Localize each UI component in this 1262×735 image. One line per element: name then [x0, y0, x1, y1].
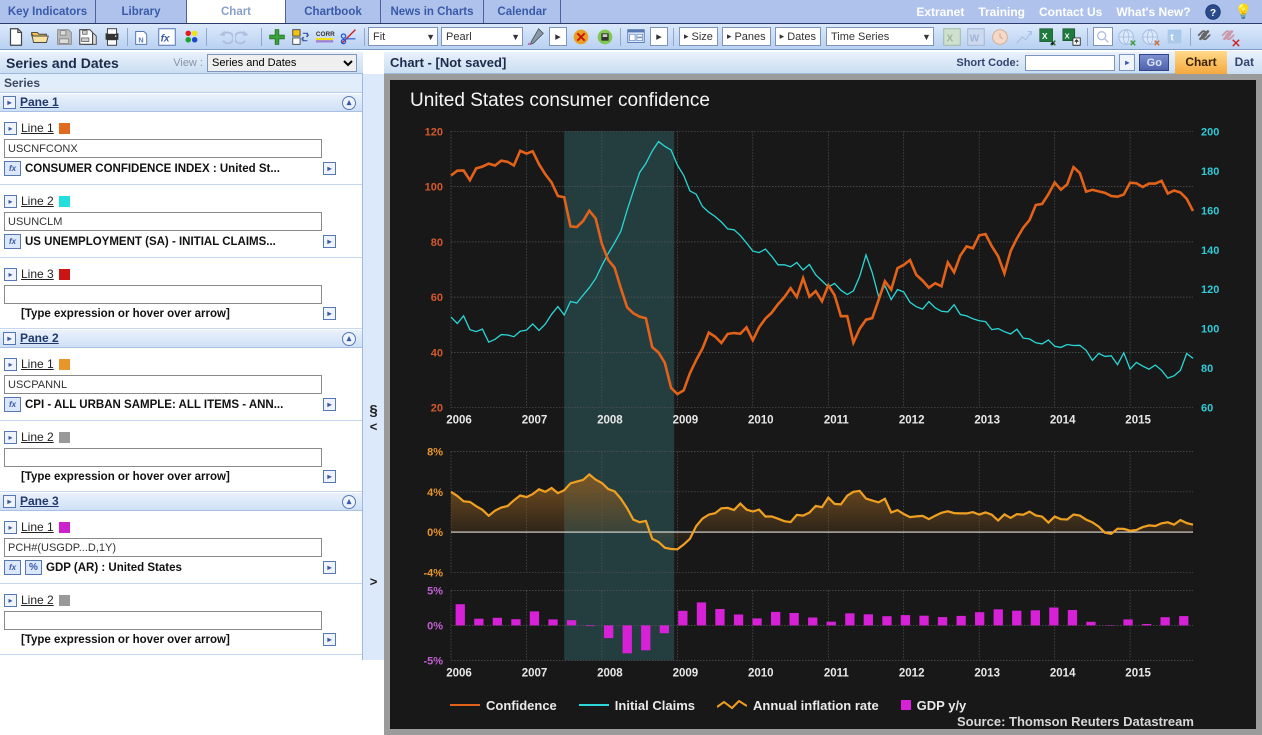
svg-text:2008: 2008	[597, 415, 623, 427]
svg-text:20: 20	[431, 403, 443, 415]
svg-text:2015: 2015	[1125, 415, 1151, 427]
svg-text:2009: 2009	[673, 667, 699, 679]
svg-text:2010: 2010	[748, 415, 774, 427]
svg-text:2015: 2015	[1125, 667, 1151, 679]
svg-text:2012: 2012	[899, 667, 925, 679]
svg-text:100: 100	[1201, 324, 1219, 336]
svg-text:0%: 0%	[427, 620, 443, 632]
svg-text:X: X	[1042, 31, 1048, 40]
svg-text:X: X	[1065, 31, 1070, 40]
svg-text:80: 80	[431, 237, 443, 249]
svg-text:-4%: -4%	[423, 567, 443, 579]
svg-text:2011: 2011	[824, 415, 850, 427]
svg-text:2007: 2007	[522, 667, 548, 679]
svg-text:60: 60	[431, 292, 443, 304]
svg-text:2011: 2011	[824, 667, 850, 679]
svg-text:2013: 2013	[974, 415, 1000, 427]
svg-text:2013: 2013	[974, 667, 1000, 679]
svg-text:-5%: -5%	[423, 655, 443, 667]
svg-text:W: W	[970, 33, 980, 44]
svg-text:2007: 2007	[522, 415, 548, 427]
svg-text:40: 40	[431, 347, 443, 359]
svg-text:180: 180	[1201, 166, 1219, 178]
svg-text:0%: 0%	[427, 527, 443, 539]
svg-text:CORR: CORR	[316, 31, 335, 38]
svg-text:N: N	[138, 35, 143, 44]
svg-text:X: X	[946, 33, 953, 44]
svg-text:160: 160	[1201, 205, 1219, 217]
svg-text:2009: 2009	[673, 415, 699, 427]
svg-text:2006: 2006	[446, 415, 472, 427]
svg-text:?: ?	[1210, 7, 1216, 18]
svg-text:120: 120	[425, 126, 443, 138]
svg-text:4%: 4%	[427, 487, 443, 499]
svg-text:200: 200	[1201, 126, 1219, 138]
svg-text:2006: 2006	[446, 667, 472, 679]
svg-text:5%: 5%	[427, 585, 443, 597]
svg-text:60: 60	[1201, 403, 1213, 415]
svg-text:140: 140	[1201, 245, 1219, 257]
svg-text:80: 80	[1201, 363, 1213, 375]
svg-text:2014: 2014	[1050, 415, 1076, 427]
svg-text:fx: fx	[161, 33, 170, 44]
svg-text:2014: 2014	[1050, 667, 1076, 679]
svg-text:2008: 2008	[597, 667, 623, 679]
svg-text:8%: 8%	[427, 447, 443, 459]
svg-text:100: 100	[425, 182, 443, 194]
svg-text:2010: 2010	[748, 667, 774, 679]
svg-text:120: 120	[1201, 284, 1219, 296]
svg-text:2012: 2012	[899, 415, 925, 427]
